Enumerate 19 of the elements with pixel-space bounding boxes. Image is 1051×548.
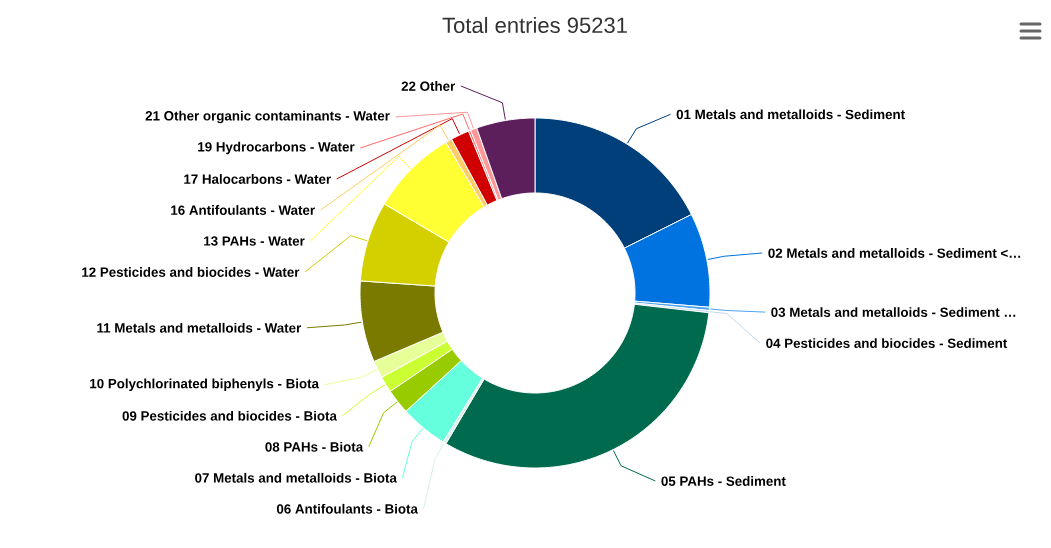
slice-label: 03 Metals and metalloids - Sediment … [771,307,1016,317]
chart-title: Total entries 95231 [442,16,627,34]
slice-label: 01 Metals and metalloids - Sediment [676,109,905,120]
slice-label: 02 Metals and metalloids - Sediment <… [768,248,1021,258]
slice-label: 10 Polychlorinated biphenyls - Biota [90,378,320,391]
slice-label: 09 Pesticides and biocides - Biota [122,410,338,421]
slice-label: 06 Antifoulants - Biota [276,503,418,514]
slice-label: 17 Halocarbons - Water [184,174,331,184]
slice-label: 21 Other organic contaminants - Water [145,110,390,124]
slice-label: 05 PAHs - Sediment [661,476,786,486]
slice-label: 13 PAHs - Water [204,236,305,246]
slice-label: 19 Hydrocarbons - Water [198,141,355,155]
slice-label: 16 Antifoulants - Water [171,205,315,215]
slice-label: 04 Pesticides and biocides - Sediment [766,338,1008,348]
slice-label: 22 Other [401,81,456,91]
slice-label: 08 PAHs - Biota [265,441,364,452]
slice-label: 12 Pesticides and biocides - Water [82,267,300,277]
slice-label: 07 Metals and metalloids - Biota [195,472,397,483]
slice-label: 11 Metals and metalloids - Water [97,322,302,333]
